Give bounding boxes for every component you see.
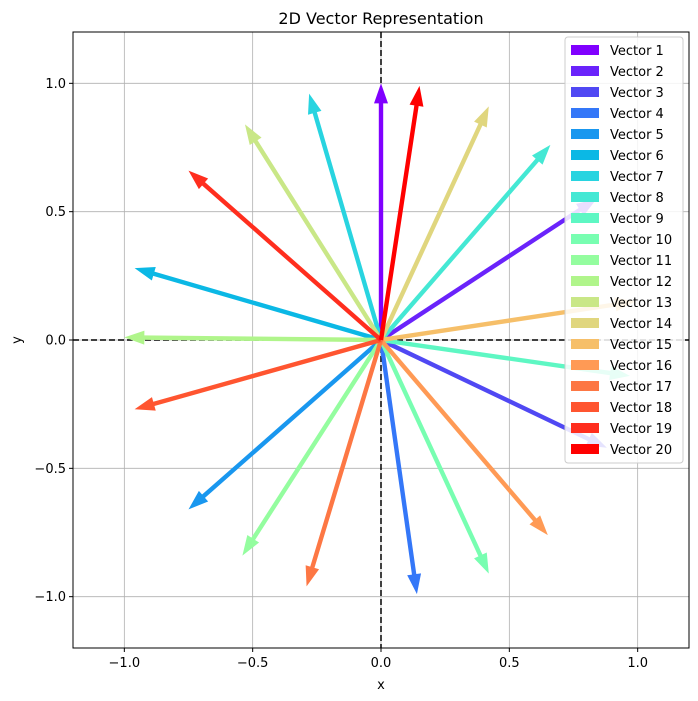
x-axis-label: x bbox=[377, 678, 385, 693]
legend-label: Vector 9 bbox=[610, 212, 664, 227]
legend-label: Vector 16 bbox=[610, 359, 672, 374]
legend-label: Vector 10 bbox=[610, 233, 672, 248]
y-tick-label: −1.0 bbox=[34, 590, 66, 605]
legend-swatch bbox=[571, 108, 599, 118]
legend-label: Vector 4 bbox=[610, 107, 664, 122]
vector-arrow-1 bbox=[374, 83, 388, 340]
legend-label: Vector 20 bbox=[610, 443, 672, 458]
legend-swatch bbox=[571, 150, 599, 160]
legend-swatch bbox=[571, 234, 599, 244]
y-axis-label: y bbox=[10, 336, 25, 344]
legend-label: Vector 15 bbox=[610, 338, 672, 353]
legend-label: Vector 14 bbox=[610, 317, 672, 332]
legend-label: Vector 18 bbox=[610, 401, 672, 416]
legend-box bbox=[564, 36, 684, 464]
vector-arrow-4 bbox=[378, 339, 422, 595]
legend-swatch bbox=[571, 444, 599, 454]
legend-label: Vector 5 bbox=[610, 128, 664, 143]
legend-swatch bbox=[571, 423, 599, 433]
vector-arrow-6 bbox=[134, 267, 382, 343]
legend-swatch bbox=[571, 87, 599, 97]
vector-arrow-15 bbox=[380, 297, 636, 343]
legend-label: Vector 19 bbox=[610, 422, 672, 437]
axis-ticks: −1.0 −0.5 0.0 0.5 1.0 −1.0 −0.5 0.0 0.5 1.0 bbox=[34, 77, 648, 671]
legend-swatch bbox=[571, 171, 599, 181]
vector-arrow-20 bbox=[378, 85, 424, 341]
legend-swatch bbox=[571, 66, 599, 76]
x-tick-label: −1.0 bbox=[109, 656, 141, 671]
y-tick-label: 0.5 bbox=[45, 205, 66, 220]
legend-label: Vector 11 bbox=[610, 254, 672, 269]
y-tick-label: 0.0 bbox=[45, 334, 66, 349]
vector-arrow-8 bbox=[379, 144, 551, 342]
legend-label: Vector 17 bbox=[610, 380, 672, 395]
vector-arrow-11 bbox=[242, 338, 383, 556]
legend-label: Vector 8 bbox=[610, 191, 664, 206]
legend: Vector 1 Vector 2 Vector 3 Vector 4 Vector 5… bbox=[564, 36, 684, 464]
vector-arrow-14 bbox=[379, 106, 489, 341]
vector-arrow-13 bbox=[244, 124, 383, 342]
legend-swatch bbox=[571, 360, 599, 370]
legend-label: Vector 13 bbox=[610, 296, 672, 311]
vector-arrow-17 bbox=[305, 339, 384, 587]
legend-label: Vector 3 bbox=[610, 86, 664, 101]
vector-arrow-5 bbox=[188, 338, 383, 510]
legend-swatch bbox=[571, 381, 599, 391]
x-tick-label: 0.5 bbox=[499, 656, 520, 671]
vector-arrow-7 bbox=[308, 93, 384, 341]
legend-swatch bbox=[571, 318, 599, 328]
legend-label: Vector 12 bbox=[610, 275, 672, 290]
legend-label: Vector 2 bbox=[610, 65, 664, 80]
legend-label: Vector 1 bbox=[610, 44, 664, 59]
vector-arrow-12 bbox=[124, 330, 382, 345]
vector-arrow-2 bbox=[379, 198, 597, 342]
x-tick-label: −0.5 bbox=[237, 656, 269, 671]
vector-arrow-16 bbox=[379, 338, 548, 536]
y-tick-label: −0.5 bbox=[34, 462, 66, 477]
y-tick-label: 1.0 bbox=[45, 77, 66, 92]
vector-arrow-18 bbox=[134, 337, 382, 411]
legend-swatch bbox=[571, 45, 599, 55]
legend-label: Vector 6 bbox=[610, 149, 664, 164]
x-tick-label: 0.0 bbox=[371, 656, 392, 671]
vector-arrow-19 bbox=[188, 170, 383, 342]
chart-title: 2D Vector Representation bbox=[278, 9, 483, 28]
legend-swatch bbox=[571, 255, 599, 265]
legend-label: Vector 7 bbox=[610, 170, 664, 185]
vector-arrow-3 bbox=[380, 338, 607, 448]
legend-swatch bbox=[571, 276, 599, 286]
legend-swatch bbox=[571, 129, 599, 139]
legend-swatch bbox=[571, 192, 599, 202]
legend-swatch bbox=[571, 402, 599, 412]
vector-arrow-9 bbox=[380, 337, 630, 380]
vector-arrow-10 bbox=[379, 339, 489, 574]
legend-swatch bbox=[571, 213, 599, 223]
legend-swatch bbox=[571, 339, 599, 349]
legend-swatch bbox=[571, 297, 599, 307]
x-tick-label: 1.0 bbox=[627, 656, 648, 671]
vectors bbox=[124, 83, 636, 595]
